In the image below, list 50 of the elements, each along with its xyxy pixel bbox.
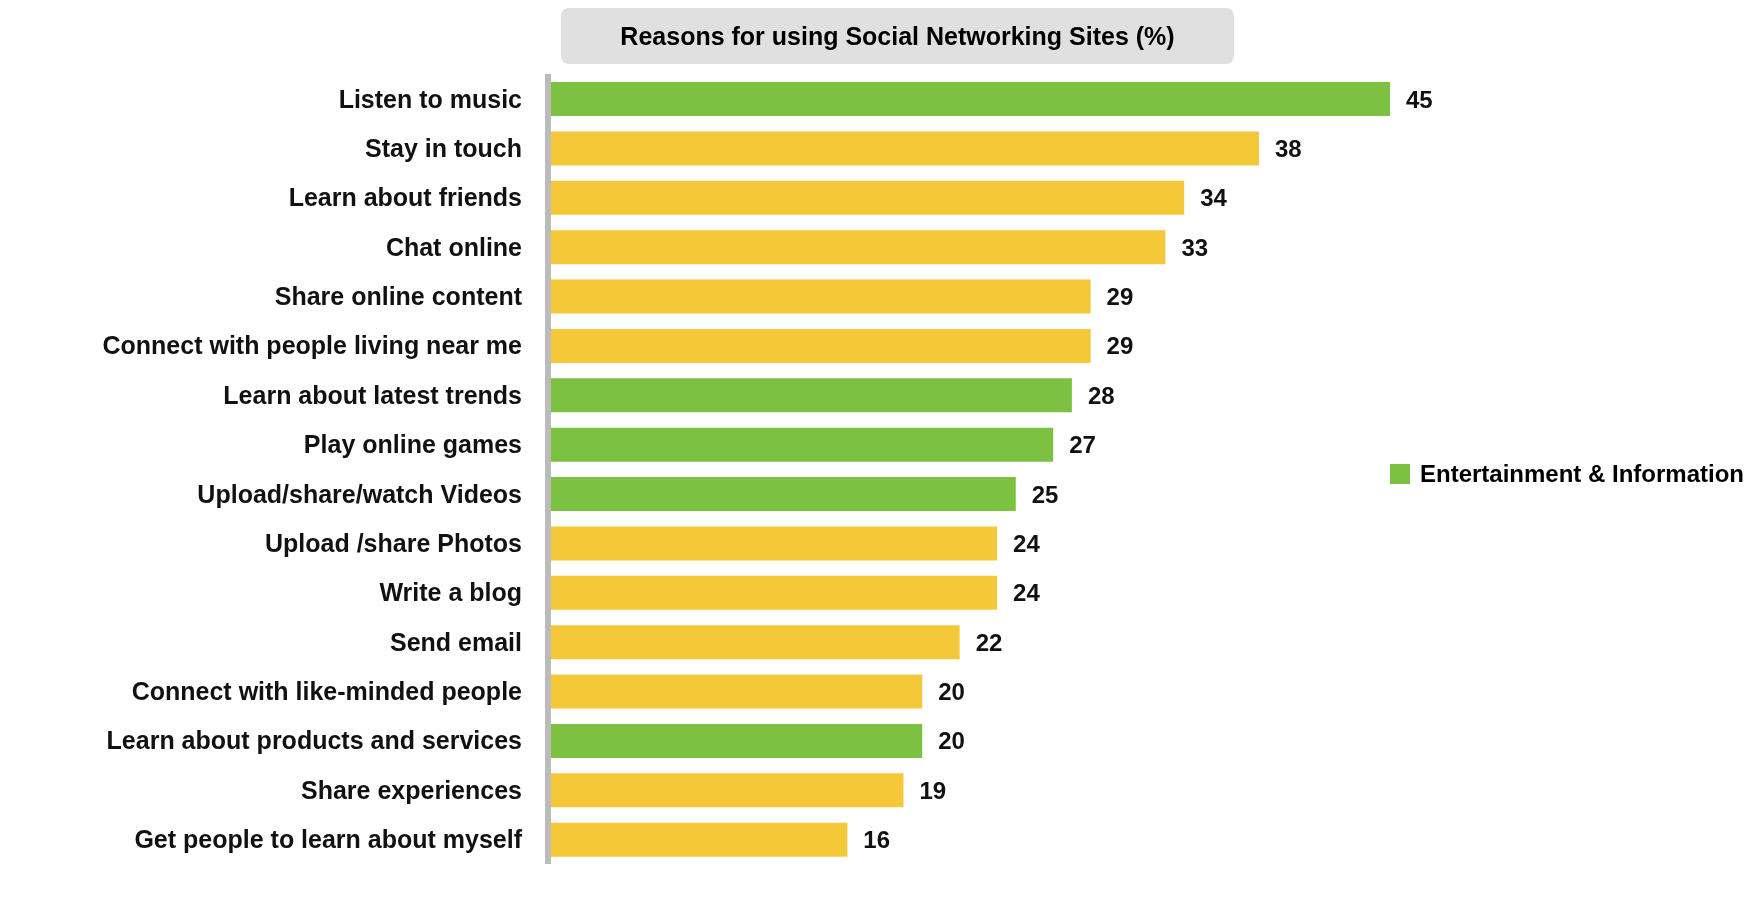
bar — [548, 230, 1166, 265]
bar — [548, 674, 923, 709]
data-label: 29 — [1106, 332, 1134, 360]
bar — [548, 82, 1390, 116]
bar — [548, 822, 848, 857]
data-label: 29 — [1106, 283, 1134, 311]
data-label: 22 — [975, 628, 1003, 656]
data-label: 33 — [1181, 233, 1209, 261]
data-label: 19 — [919, 776, 947, 804]
y-tick-label: Play online games — [303, 430, 522, 459]
bar — [548, 625, 960, 660]
y-tick-label: Listen to music — [338, 84, 523, 113]
y-tick-label: Upload/share/watch Videos — [197, 479, 522, 508]
bar — [548, 131, 1260, 166]
bar — [548, 279, 1091, 314]
y-tick-label: Connect with like-minded people — [131, 677, 523, 706]
y-tick-label: Share online content — [274, 282, 523, 311]
y-tick-label: Write a blog — [379, 578, 522, 607]
y-tick-label: Stay in touch — [365, 133, 522, 162]
data-label: 24 — [1013, 529, 1041, 557]
bar — [548, 773, 904, 808]
data-label: 45 — [1405, 85, 1433, 113]
chart-title: Reasons for using Social Networking Sites (%) — [561, 8, 1234, 64]
bar — [548, 575, 998, 610]
bar — [548, 526, 998, 561]
y-tick-label: Send email — [390, 627, 522, 656]
data-label: 20 — [938, 678, 965, 706]
bar — [548, 427, 1054, 462]
data-label: 25 — [1031, 480, 1059, 508]
y-tick-label: Upload /share Photos — [265, 528, 522, 557]
bar — [548, 180, 1185, 215]
legend-label: Entertainment & Information — [1419, 460, 1744, 488]
y-tick-label: Get people to learn about myself — [134, 825, 523, 854]
data-label: 28 — [1087, 381, 1115, 409]
y-tick-label: Connect with people living near me — [102, 331, 523, 360]
data-label: 20 — [938, 727, 965, 755]
data-label: 34 — [1200, 184, 1228, 212]
bar — [548, 328, 1091, 363]
data-label: 27 — [1069, 431, 1096, 459]
bar — [548, 477, 1016, 511]
y-tick-label: Learn about latest trends — [223, 380, 522, 409]
data-label: 16 — [863, 826, 891, 854]
bar — [548, 378, 1072, 413]
data-label: 24 — [1013, 579, 1041, 607]
y-tick-label: Share experiences — [301, 775, 522, 804]
y-tick-label: Learn about products and services — [106, 726, 522, 755]
y-tick-label: Chat online — [385, 232, 523, 261]
bar — [548, 723, 923, 758]
data-label: 38 — [1275, 134, 1302, 162]
y-tick-label: Learn about friends — [288, 183, 522, 212]
